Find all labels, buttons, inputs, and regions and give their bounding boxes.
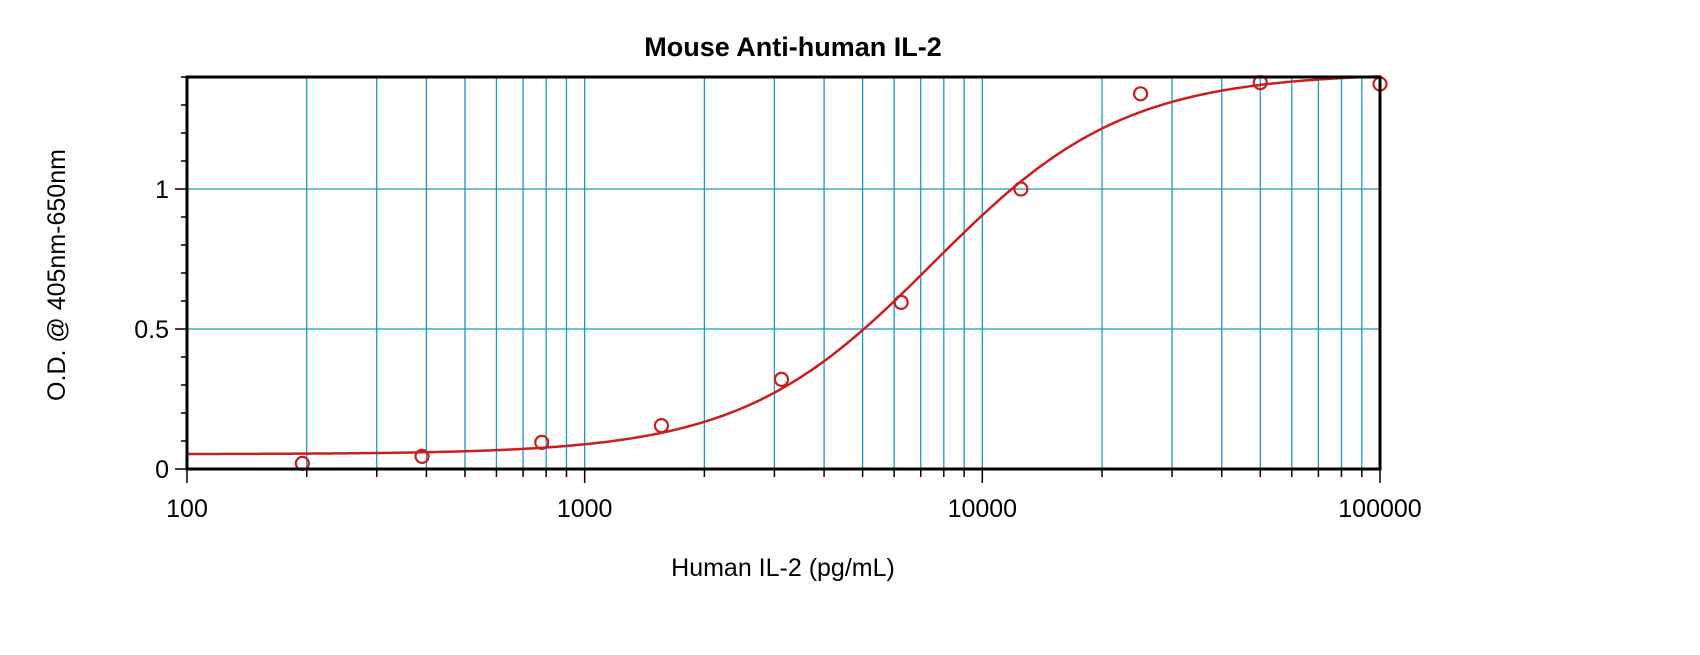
x-tick-label: 10000: [948, 495, 1018, 523]
x-axis-label: Human IL-2 (pg/mL): [671, 554, 895, 582]
chart-title: Mouse Anti-human IL-2: [644, 32, 942, 62]
data-point: [653, 418, 670, 434]
y-tick-label: 0.5: [134, 316, 169, 344]
data-point: [534, 434, 550, 450]
x-tick-label: 1000: [557, 495, 613, 523]
x-tick-label: 100000: [1338, 495, 1421, 523]
x-ticks: 100 1000 10000 100000: [166, 469, 1422, 523]
y-tick-label: 1: [155, 176, 169, 204]
data-point: [1132, 86, 1149, 102]
data-points: [294, 74, 1388, 471]
data-point: [773, 371, 790, 387]
data-point: [893, 294, 909, 310]
grid: [187, 77, 1381, 469]
fit-curve: [186, 75, 1381, 456]
plot-frame: [185, 75, 1382, 471]
y-ticks: 00.51: [134, 76, 187, 484]
x-tick-label: 100: [166, 495, 208, 523]
data-point: [414, 448, 430, 464]
y-tick-label: 0: [155, 456, 169, 484]
y-axis-label: O.D. @ 405nm-650nm: [43, 149, 71, 401]
data-point: [1013, 181, 1029, 197]
